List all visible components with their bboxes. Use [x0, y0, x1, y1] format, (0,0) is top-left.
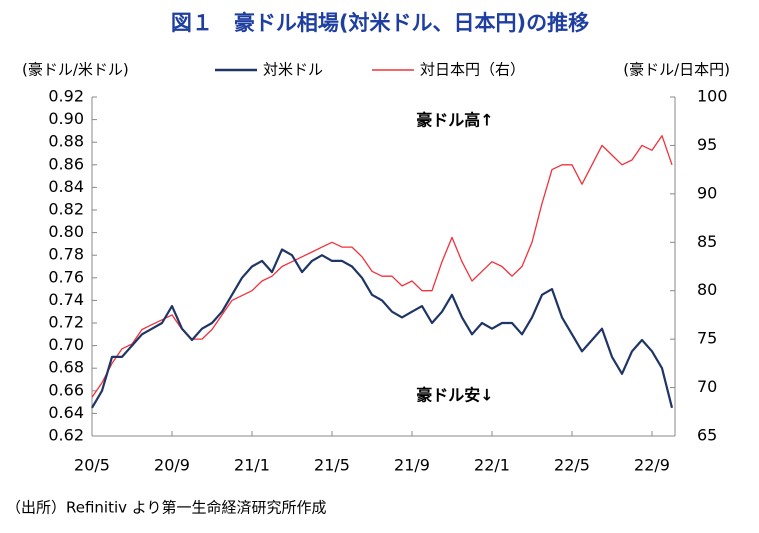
legend-label: 対日本円（右）: [420, 61, 525, 79]
y-tick-label: 0.72: [48, 313, 84, 332]
data-line: [91, 135, 673, 398]
annotation: 豪ドル安↓: [416, 386, 493, 405]
y-tick-label: 0.68: [48, 358, 84, 377]
y-tick-label: 0.62: [48, 426, 84, 445]
y-tick-label: 0.84: [48, 177, 84, 196]
y2-tick-label: 75: [697, 329, 717, 348]
x-tick-label: 20/5: [74, 456, 110, 475]
y-tick-label: 0.70: [48, 335, 84, 354]
y-tick-label: 0.88: [48, 132, 84, 151]
y-tick-label: 0.64: [48, 403, 84, 422]
y-tick-label: 0.76: [48, 267, 84, 286]
y-tick-label: 0.66: [48, 380, 84, 399]
y-tick-label: 0.74: [48, 290, 84, 309]
y2-tick-label: 100: [697, 87, 728, 106]
x-tick-label: 21/5: [314, 456, 350, 475]
y2-tick-label: 65: [697, 426, 717, 445]
x-tick-label: 21/9: [394, 456, 430, 475]
y2-axis-label: (豪ドル/日本円): [623, 61, 730, 79]
y2-tick-label: 90: [697, 183, 717, 202]
y2-tick-label: 95: [697, 135, 717, 154]
y-axis-label: (豪ドル/米ドル): [22, 61, 129, 79]
x-tick-label: 22/1: [474, 456, 510, 475]
source-note: （出所）Refinitiv より第一生命経済研究所作成: [6, 499, 327, 517]
y2-tick-label: 70: [697, 377, 717, 396]
x-tick-label: 21/1: [234, 456, 270, 475]
x-tick-label: 22/5: [554, 456, 590, 475]
y-tick-label: 0.78: [48, 245, 84, 264]
y-tick-label: 0.90: [48, 109, 84, 128]
annotation: 豪ドル高↑: [416, 111, 493, 130]
legend-label: 対米ドル: [263, 61, 323, 79]
y-tick-label: 0.86: [48, 154, 84, 173]
y-tick-label: 0.82: [48, 200, 84, 219]
x-tick-label: 20/9: [154, 456, 190, 475]
chart-title: 図１ 豪ドル相場(対米ドル、日本円)の推移: [171, 11, 589, 35]
y2-tick-label: 85: [697, 232, 717, 251]
y-tick-label: 0.92: [48, 87, 84, 106]
y-tick-label: 0.80: [48, 222, 84, 241]
y2-tick-label: 80: [697, 280, 717, 299]
data-line: [91, 248, 674, 409]
x-tick-label: 22/9: [634, 456, 670, 475]
